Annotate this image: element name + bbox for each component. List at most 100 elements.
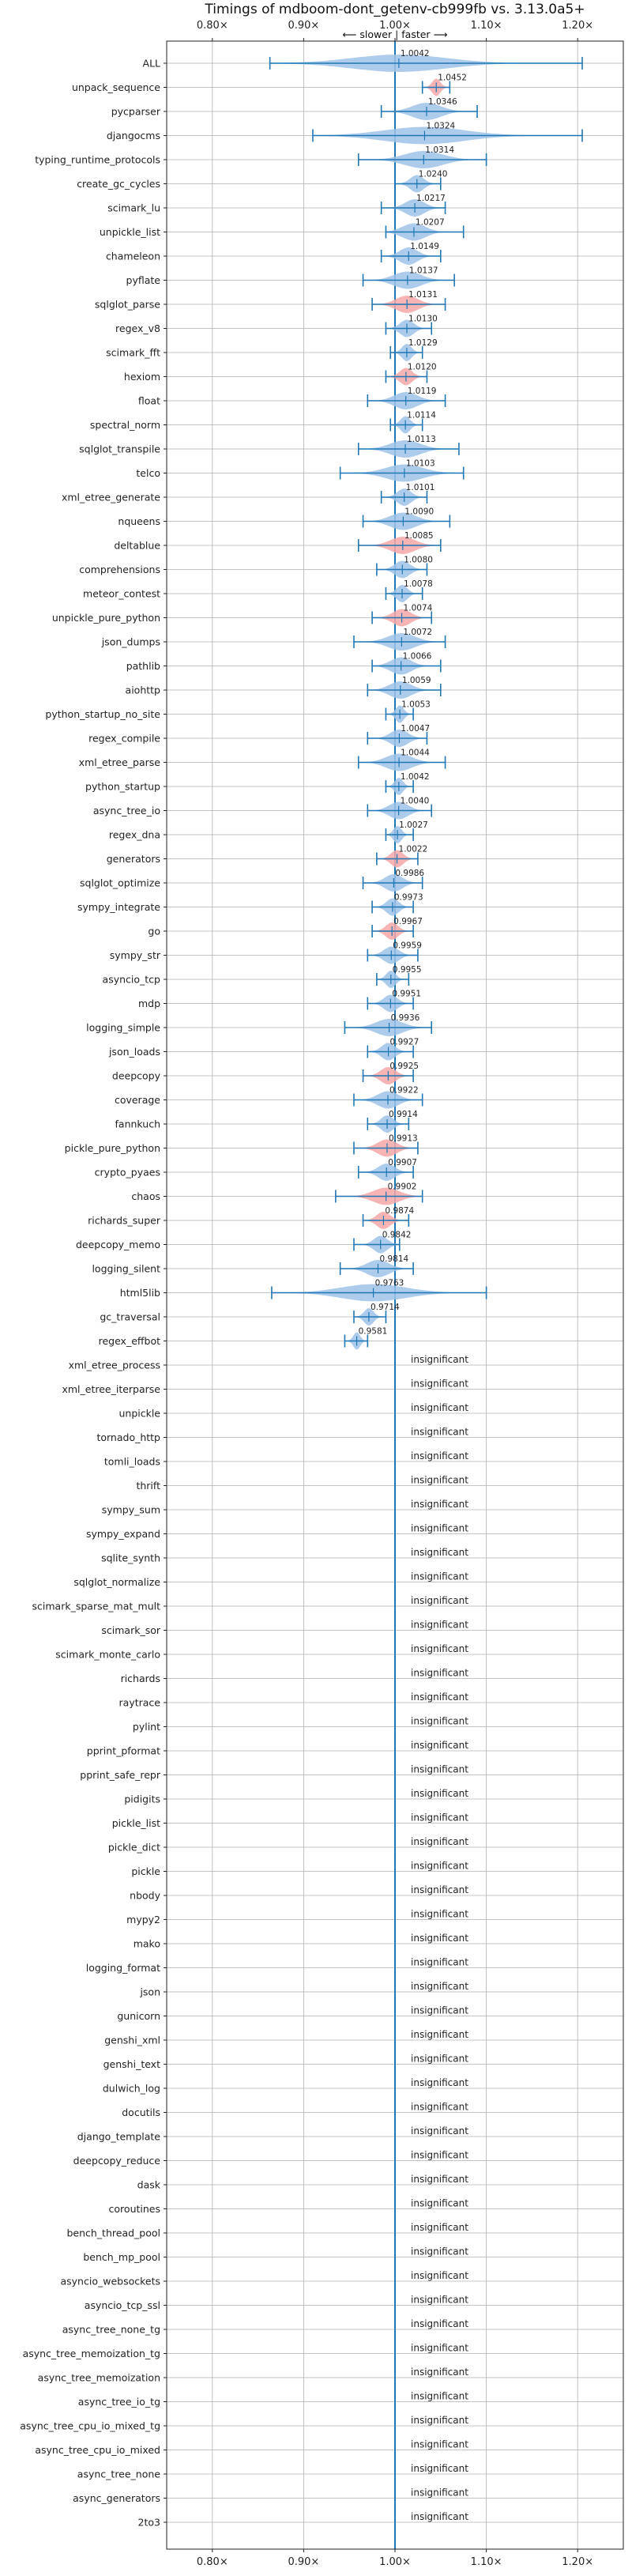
benchmark-label: thrift: [136, 1480, 160, 1492]
benchmark-label: pickle_list: [112, 1817, 160, 1829]
benchmark-label: tomli_loads: [104, 1456, 160, 1468]
insignificant-label: insignificant: [411, 1836, 468, 1847]
insignificant-label: insignificant: [411, 1668, 468, 1679]
benchmark-label: telco: [136, 467, 160, 479]
mean-value-label: 0.9986: [395, 869, 424, 878]
mean-value-label: 0.9874: [385, 1206, 414, 1216]
benchmark-label: aiohttp: [126, 685, 161, 696]
benchmark-label: django_template: [77, 2131, 161, 2143]
benchmark-label: xml_etree_process: [69, 1360, 160, 1371]
mean-value-label: 0.9967: [393, 917, 423, 926]
benchmark-label: xml_etree_iterparse: [62, 1383, 160, 1395]
benchmark-label: pidigits: [124, 1793, 160, 1805]
insignificant-label: insignificant: [411, 1643, 468, 1654]
benchmark-label: scimark_lu: [107, 202, 160, 214]
insignificant-label: insignificant: [411, 2487, 468, 2499]
insignificant-label: insignificant: [411, 2295, 468, 2306]
mean-value-label: 0.9814: [379, 1254, 408, 1264]
mean-value-label: 1.0240: [419, 170, 448, 179]
benchmark-label: docutils: [122, 2106, 160, 2118]
insignificant-label: insignificant: [411, 1450, 468, 1461]
benchmark-label: pathlib: [126, 660, 160, 672]
benchmark-label: async_tree_cpu_io_mixed_tg: [20, 2420, 160, 2432]
insignificant-label: insignificant: [411, 1933, 468, 1944]
benchmark-label: comprehensions: [79, 564, 160, 575]
mean-value-label: 1.0113: [407, 435, 436, 444]
insignificant-label: insignificant: [411, 1523, 468, 1534]
insignificant-label: insignificant: [411, 1620, 468, 1631]
mean-value-label: 1.0074: [404, 604, 433, 613]
benchmark-label: sqlglot_transpile: [79, 443, 160, 455]
mean-value-label: 1.0027: [399, 820, 428, 830]
insignificant-label: insignificant: [411, 1354, 468, 1365]
insignificant-label: insignificant: [411, 1957, 468, 1968]
insignificant-label: insignificant: [411, 2270, 468, 2281]
x-tick-label-top: 0.80×: [197, 20, 228, 32]
insignificant-label: insignificant: [411, 1475, 468, 1486]
benchmark-label: pprint_pformat: [87, 1745, 160, 1757]
benchmark-label: scimark_sor: [101, 1624, 160, 1636]
mean-value-label: 1.0090: [404, 507, 434, 517]
benchmark-label: unpickle: [118, 1408, 160, 1420]
benchmark-label: nqueens: [118, 515, 160, 527]
benchmark-label: sqlglot_normalize: [73, 1576, 160, 1588]
benchmark-label: create_gc_cycles: [77, 178, 160, 190]
insignificant-label: insignificant: [411, 2343, 468, 2354]
mean-value-label: 0.9763: [375, 1279, 404, 1288]
mean-value-label: 1.0120: [408, 363, 437, 372]
benchmark-label: pprint_safe_repr: [80, 1769, 161, 1781]
insignificant-label: insignificant: [411, 1812, 468, 1824]
mean-value-label: 0.9913: [389, 1134, 418, 1144]
benchmark-label: asyncio_tcp: [103, 974, 161, 986]
insignificant-label: insignificant: [411, 1547, 468, 1558]
benchmark-label: sympy_expand: [86, 1528, 160, 1540]
mean-value-label: 1.0314: [425, 145, 454, 155]
benchmark-label: deepcopy: [112, 1070, 161, 1082]
benchmark-label: chaos: [131, 1190, 160, 1202]
benchmark-label: deepcopy_reduce: [73, 2155, 161, 2167]
benchmark-label: spectral_norm: [90, 419, 160, 431]
benchmark-label: scimark_monte_carlo: [55, 1649, 160, 1661]
benchmark-label: scimark_fft: [106, 347, 160, 359]
mean-value-label: 1.0078: [404, 579, 433, 589]
benchmark-label: bench_thread_pool: [66, 2227, 160, 2239]
x-tick-label-bottom: 1.20×: [562, 2556, 593, 2568]
benchmark-label: regex_effbot: [99, 1335, 160, 1347]
benchmark-label: pickle: [131, 1865, 160, 1877]
mean-value-label: 1.0072: [403, 628, 432, 637]
benchmark-label: 2to3: [138, 2517, 160, 2529]
mean-value-label: 1.0131: [408, 290, 438, 300]
benchmark-label: coroutines: [109, 2203, 160, 2215]
mean-value-label: 1.0059: [402, 676, 431, 685]
benchmark-label: nbody: [130, 1890, 160, 1902]
mean-value-label: 1.0040: [401, 797, 430, 806]
benchmark-label: richards: [121, 1673, 160, 1684]
benchmark-label: chameleon: [106, 251, 160, 262]
mean-value-label: 0.9581: [359, 1327, 388, 1337]
mean-value-label: 0.9925: [389, 1062, 419, 1071]
benchmark-label: go: [148, 926, 160, 937]
mean-value-label: 1.0324: [426, 122, 455, 131]
mean-value-label: 1.0114: [407, 411, 436, 421]
benchmark-label: deepcopy_memo: [76, 1239, 160, 1250]
mean-value-label: 1.0346: [428, 97, 457, 107]
insignificant-label: insignificant: [411, 1499, 468, 1510]
benchmark-label: sqlite_synth: [101, 1552, 160, 1564]
x-tick-label-top: 1.10×: [471, 20, 502, 32]
mean-value-label: 0.9927: [390, 1038, 419, 1047]
mean-value-label: 0.9936: [391, 1013, 420, 1023]
direction-label: ⟵ slower | faster ⟶: [343, 28, 448, 40]
insignificant-label: insignificant: [411, 1764, 468, 1775]
insignificant-label: insignificant: [411, 1909, 468, 1920]
benchmark-label: async_tree_none: [77, 2469, 161, 2480]
insignificant-label: insignificant: [411, 1595, 468, 1606]
benchmark-label: async_tree_io_tg: [78, 2396, 160, 2408]
x-tick-label-bottom: 0.80×: [197, 2556, 228, 2568]
benchmark-label: unpickle_pure_python: [52, 612, 160, 624]
insignificant-label: insignificant: [411, 2198, 468, 2209]
benchmark-label: gunicorn: [117, 2010, 160, 2022]
mean-value-label: 1.0130: [408, 315, 438, 324]
mean-value-label: 1.0452: [438, 74, 467, 83]
mean-value-label: 1.0053: [401, 700, 431, 710]
benchmark-label: mypy2: [126, 1914, 160, 1925]
